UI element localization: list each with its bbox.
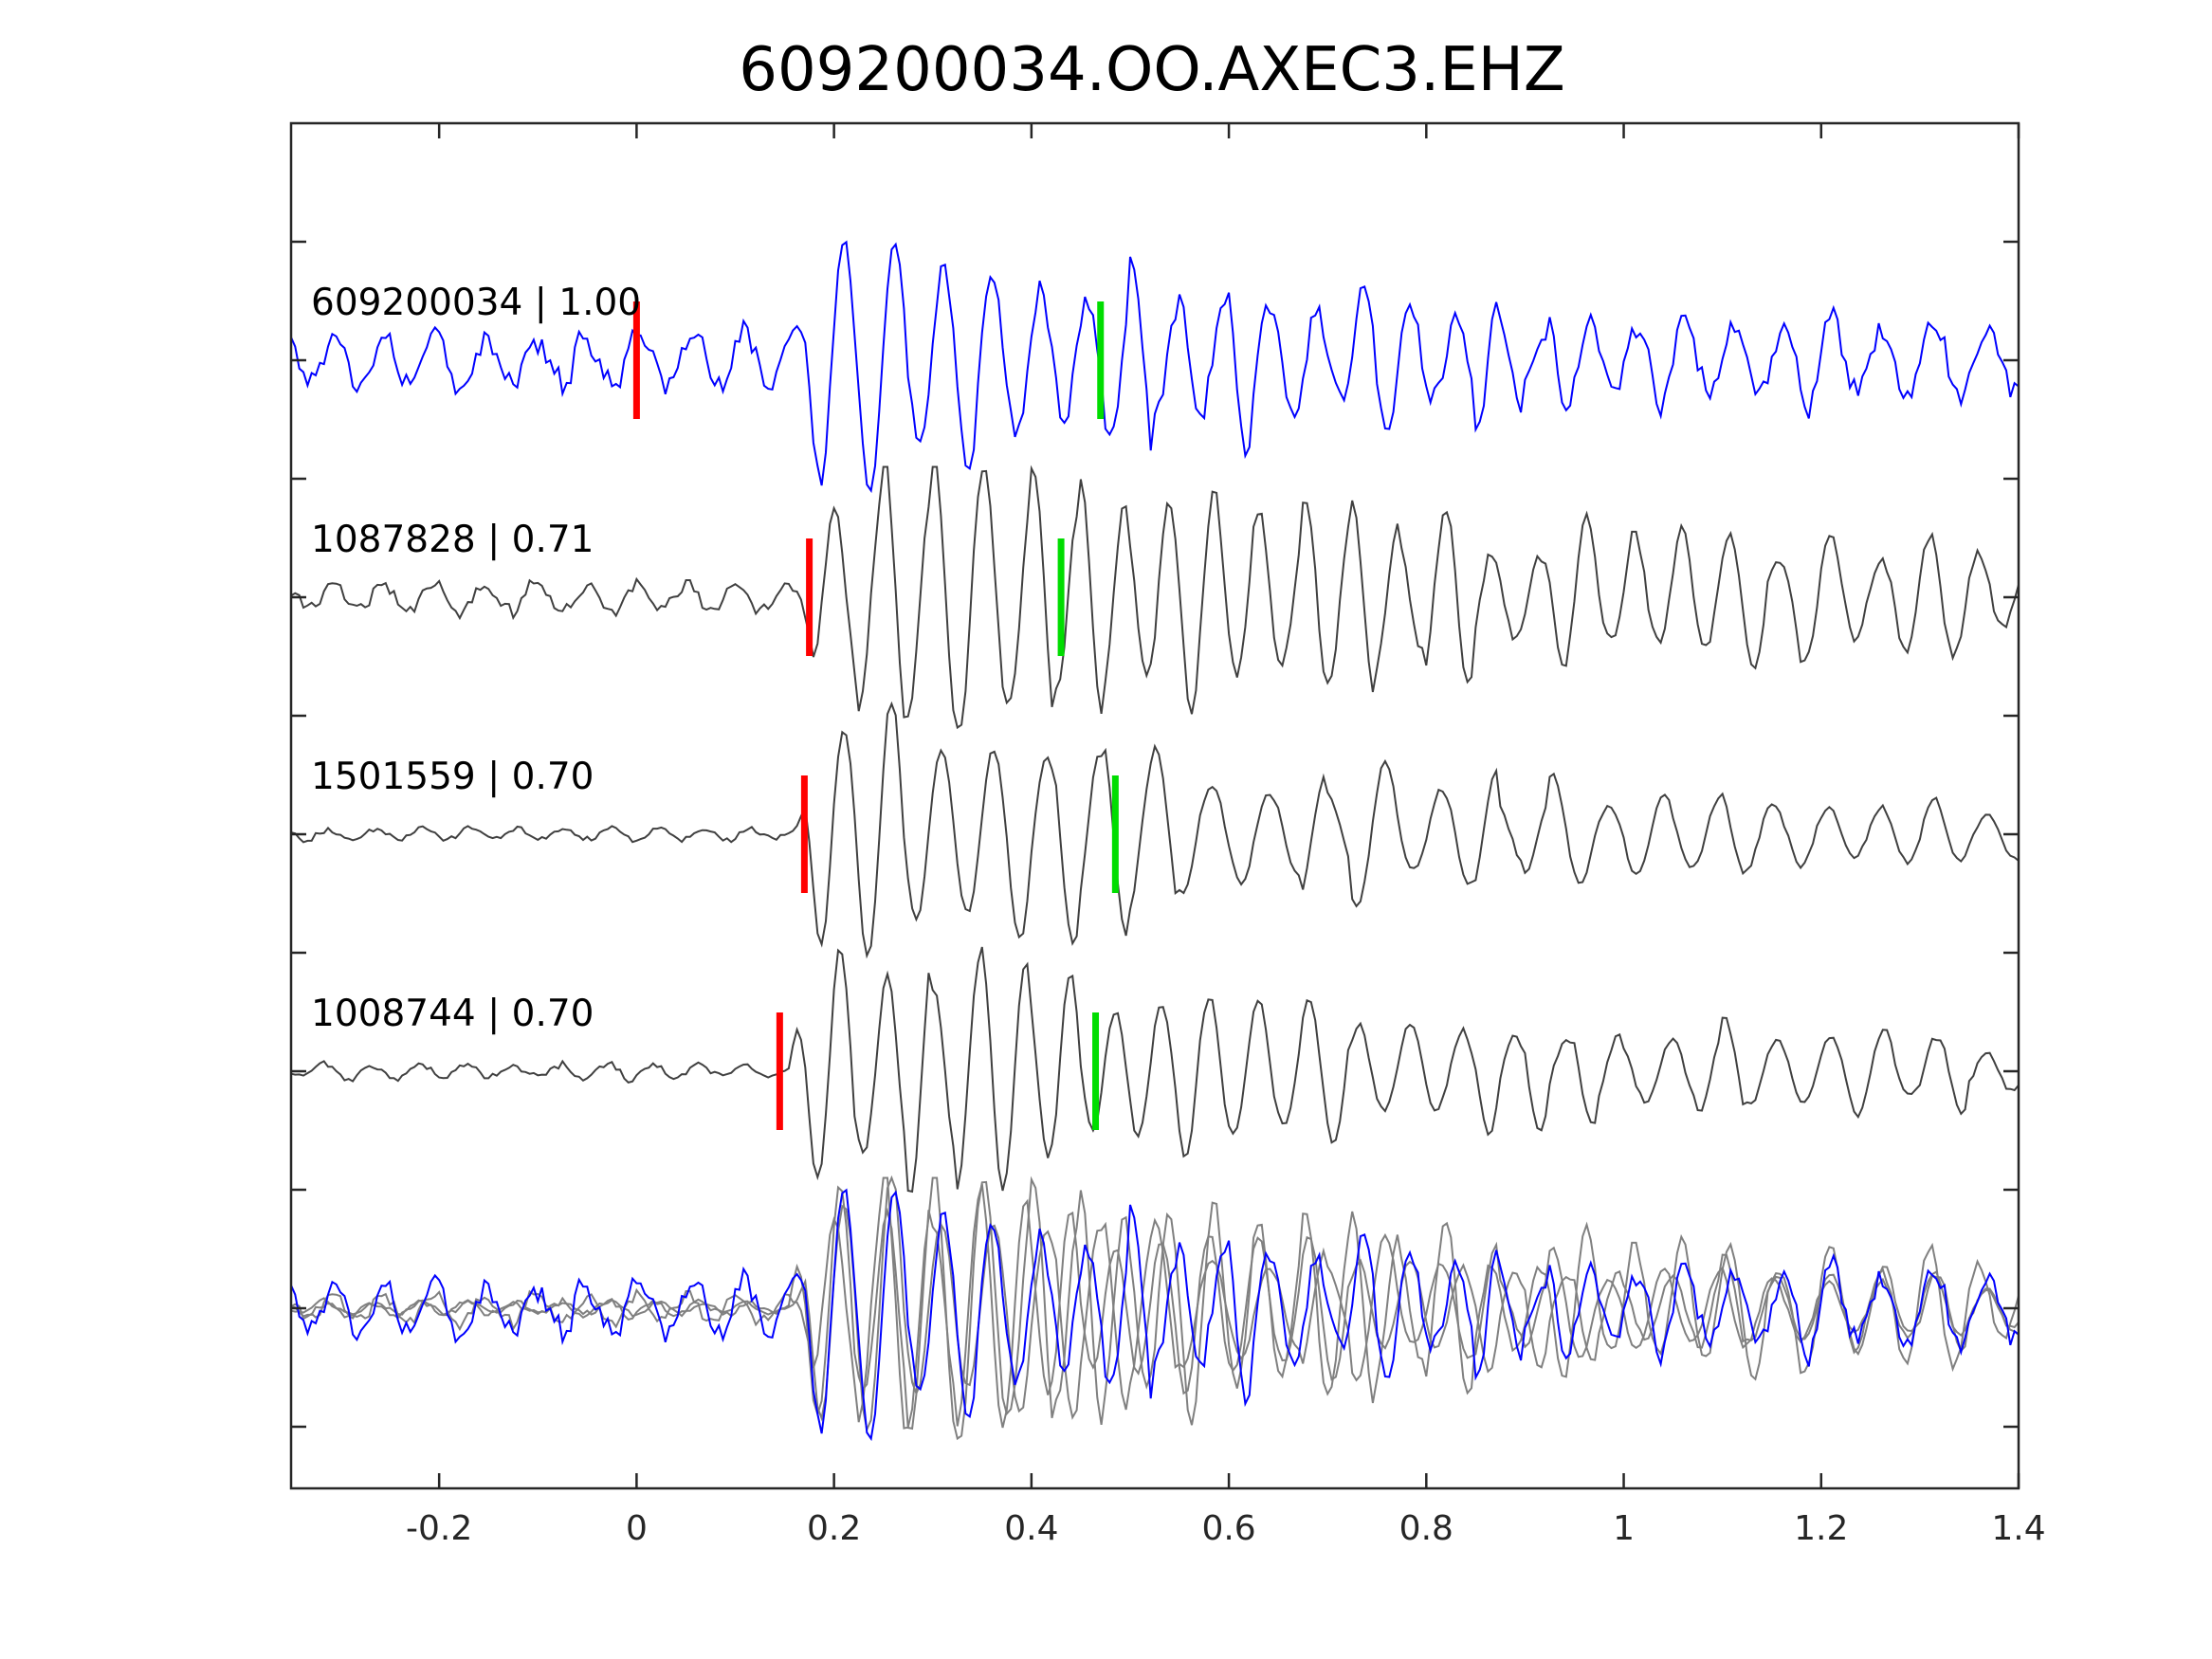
traces-group: [290, 240, 2020, 1442]
trace-label-1: 609200034 | 1.00: [311, 282, 641, 324]
trace-line-4: [290, 946, 2020, 1194]
trace-line-2: [290, 465, 2020, 730]
trace-label-2: 1087828 | 0.71: [311, 519, 594, 561]
x-tick-label: 0.8: [1399, 1509, 1453, 1548]
plot-frame: [289, 121, 2020, 1490]
trace-line-3: [290, 701, 2020, 959]
picks-group: [632, 301, 1119, 1130]
x-tick-label: 0: [626, 1509, 648, 1548]
x-tick-label: -0.2: [406, 1509, 472, 1548]
x-tick-label: 1.2: [1794, 1509, 1848, 1548]
ticks-group: -0.2 0 0.2 0.4 0.6 0.8 1 1.2 1.4: [291, 123, 2046, 1548]
trace-labels-group: 609200034 | 1.00 1087828 | 0.71 1501559 | …: [311, 282, 641, 1035]
overlay-trace-1: [290, 1188, 2020, 1442]
x-tick-label: 0.2: [807, 1509, 861, 1548]
trace-line-1: [290, 240, 2020, 494]
trace-label-3: 1501559 | 0.70: [311, 756, 594, 798]
chart-title: 609200034.OO.AXEC3.EHZ: [739, 35, 1565, 105]
overlay-trace-2: [290, 1176, 2020, 1441]
x-tick-label: 0.4: [1004, 1509, 1058, 1548]
trace-label-4: 1008744 | 0.70: [311, 993, 594, 1035]
x-tick-label: 1.4: [1991, 1509, 2045, 1548]
overlay-trace-3: [290, 1175, 2020, 1433]
x-tick-label: 0.6: [1201, 1509, 1255, 1548]
x-tick-label: 1: [1613, 1509, 1635, 1548]
